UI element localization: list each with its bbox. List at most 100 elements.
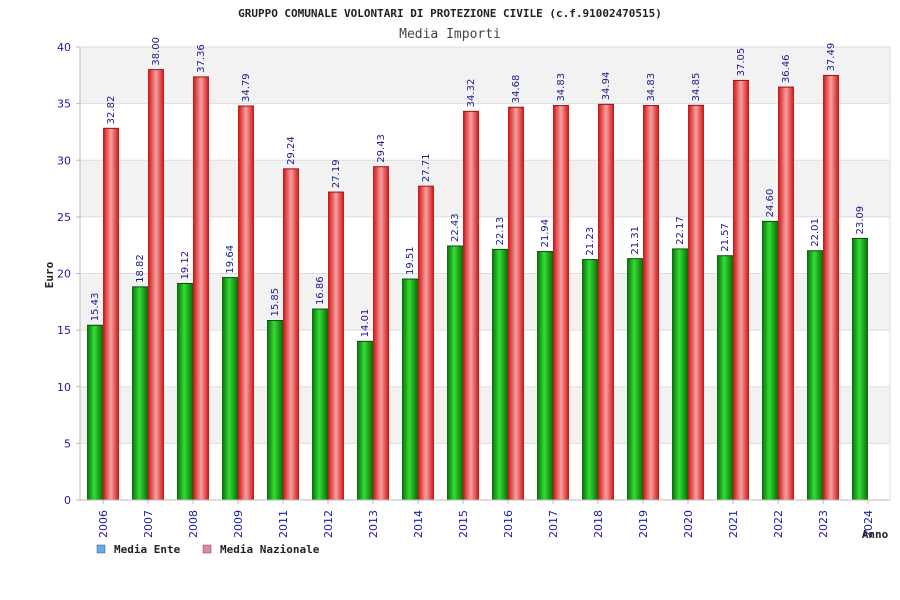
x-tick-label: 2016 [502,510,515,538]
x-tick-label: 2023 [817,510,830,538]
x-tick-label: 2009 [232,510,245,538]
plot-background [80,47,890,500]
value-label: 15.43 [90,293,101,322]
value-label: 34.83 [646,73,657,102]
value-label: 34.94 [601,72,612,101]
value-label: 29.24 [286,136,297,165]
bar-media-nazionale [508,107,524,501]
bar-media-ente [402,279,418,500]
value-label: 22.01 [810,218,821,247]
bar-media-nazionale [733,80,749,500]
bar-media-ente [492,249,508,500]
background-band [80,47,890,104]
bar-media-ente [222,277,238,500]
bar-media-ente [537,251,553,500]
x-tick-label: 2022 [772,510,785,538]
value-label: 15.85 [270,288,281,317]
value-label: 21.94 [540,219,551,248]
value-label: 32.82 [106,96,117,125]
value-label: 19.51 [405,246,416,275]
value-label: 22.17 [675,216,686,245]
value-label: 36.46 [781,54,792,83]
y-axis-title: Euro [43,261,56,288]
x-tick-label: 2018 [592,510,605,538]
bar-media-ente [87,325,103,500]
legend: Media Ente Media Nazionale [96,543,320,556]
y-tick-label: 30 [57,154,71,167]
x-tick-label: 2015 [457,510,470,538]
bar-media-nazionale [238,106,254,501]
value-label: 29.43 [376,134,387,163]
x-tick-label: 2024 [862,510,875,538]
value-label: 34.85 [691,73,702,102]
x-tick-label: 2013 [367,510,380,538]
x-tick-label: 2006 [97,510,110,538]
y-tick-labels: 0 5 10 15 20 25 30 35 40 [57,41,80,507]
value-label: 34.32 [466,79,477,108]
x-tick-label: 2007 [142,510,155,538]
bar-media-nazionale [688,105,704,500]
value-labels: 15.43 18.82 19.12 19.64 15.85 16.86 14.01 19.51… [90,37,866,337]
background-band [80,273,890,331]
y-tick-label: 40 [57,41,71,54]
bar-media-nazionale [823,75,839,500]
x-tick-label: 2017 [547,510,560,538]
bar-media-nazionale [463,111,479,501]
bar-media-ente [447,245,463,500]
value-label: 23.09 [855,206,866,235]
background-band [80,443,890,500]
value-label: 18.82 [135,254,146,283]
value-label: 37.49 [826,43,837,72]
y-tick-label: 25 [57,211,71,224]
x-tick-label: 2020 [682,510,695,538]
x-tick-label: 2012 [322,510,335,538]
background-band [80,103,890,161]
y-tick-label: 10 [57,381,71,394]
x-tick-label: 2011 [277,510,290,538]
legend-label-media-ente: Media Ente [114,543,181,556]
background-band [80,160,890,217]
bars [87,69,868,501]
y-tick-label: 15 [57,324,71,337]
value-label: 24.60 [765,189,776,218]
bar-media-ente [312,309,328,500]
bar-media-ente [717,255,733,500]
y-tick-label: 0 [64,494,71,507]
bar-media-nazionale [103,128,119,500]
bar-media-ente [267,320,283,500]
value-label: 19.12 [180,251,191,280]
bar-media-nazionale [778,87,794,500]
legend-swatch-media-ente [96,544,106,554]
bar-media-nazionale [598,104,614,500]
bar-media-ente [132,286,148,500]
value-label: 34.68 [511,75,522,104]
value-label: 19.64 [225,245,236,274]
bar-media-nazionale [283,168,299,500]
background-band [80,216,890,274]
value-label: 14.01 [360,309,371,338]
x-tick-label: 2021 [727,510,740,538]
bar-media-nazionale [193,76,209,500]
value-label: 22.43 [450,213,461,242]
value-label: 38.00 [151,37,162,66]
x-tick-label: 2008 [187,510,200,538]
bar-media-nazionale [373,166,389,500]
x-tick-label: 2019 [637,510,650,538]
value-label: 21.57 [720,223,731,252]
bar-media-ente [582,259,598,500]
bar-media-ente [357,341,373,500]
bar-media-nazionale [643,105,659,501]
value-label: 21.31 [630,226,641,255]
value-label: 22.13 [495,217,506,246]
background-band [80,330,890,387]
value-label: 16.86 [315,276,326,305]
value-label: 37.36 [196,44,207,73]
legend-label-media-nazionale: Media Nazionale [220,543,320,556]
value-label: 34.83 [556,73,567,102]
background-band [80,386,890,444]
value-label: 27.71 [421,154,432,183]
bar-media-ente [177,283,193,500]
bar-media-nazionale [553,105,569,501]
bar-media-ente [672,248,688,500]
